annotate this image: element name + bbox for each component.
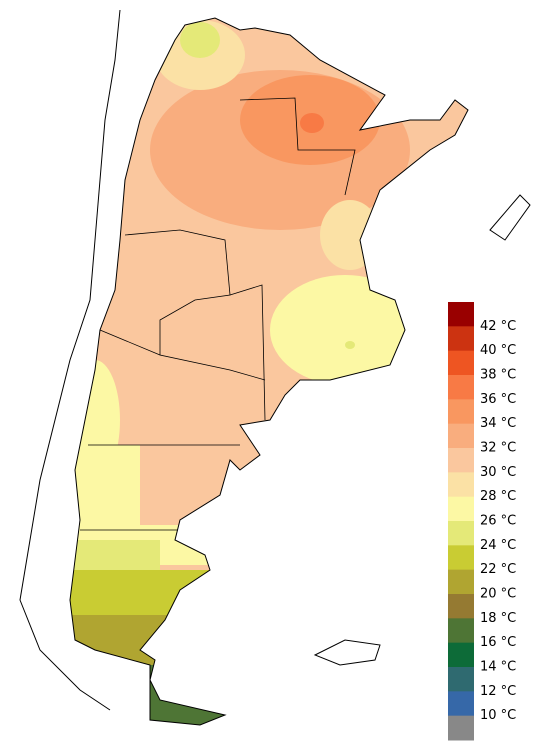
legend-swatch bbox=[448, 472, 474, 498]
legend-label: 36 °C bbox=[480, 392, 516, 407]
islands bbox=[313, 639, 381, 666]
legend-swatch bbox=[448, 618, 474, 644]
legend-swatch bbox=[448, 302, 474, 327]
border bbox=[239, 97, 356, 196]
legend-label: 14 °C bbox=[480, 660, 516, 675]
country-outline bbox=[69, 17, 469, 726]
legend-label: 22 °C bbox=[480, 562, 516, 577]
legend-swatch bbox=[448, 399, 474, 425]
legend-label: 30 °C bbox=[480, 465, 516, 480]
legend-swatch bbox=[448, 642, 474, 668]
chile-border bbox=[19, 9, 121, 711]
legend-label: 38 °C bbox=[480, 368, 516, 383]
province-borders bbox=[80, 97, 356, 531]
zone bbox=[320, 200, 380, 270]
zone bbox=[70, 445, 140, 525]
legend-label: 28 °C bbox=[480, 489, 516, 504]
zone bbox=[300, 113, 324, 133]
zone bbox=[180, 22, 220, 58]
zone bbox=[270, 275, 420, 385]
border bbox=[99, 329, 161, 356]
legend-swatch bbox=[448, 667, 474, 692]
legend-label: 16 °C bbox=[480, 635, 516, 650]
uruguay-coast bbox=[489, 194, 531, 241]
legend-label: 20 °C bbox=[480, 587, 516, 602]
legend-swatch bbox=[448, 594, 474, 619]
legend-label: 42 °C bbox=[480, 319, 516, 334]
legend-label: 34 °C bbox=[480, 416, 516, 431]
legend-swatch bbox=[448, 326, 474, 352]
legend-swatch bbox=[448, 521, 474, 546]
legend-swatch bbox=[448, 375, 474, 400]
legend: 42 °C 40 °C 38 °C 36 °C 34 °C 32 °C 30 °C 28 °C… bbox=[448, 302, 516, 741]
legend-label: 40 °C bbox=[480, 343, 516, 358]
legend-label: 32 °C bbox=[480, 441, 516, 456]
legend-swatch bbox=[448, 350, 474, 376]
legend-label: 24 °C bbox=[480, 538, 516, 553]
border bbox=[229, 284, 266, 421]
legend-swatch bbox=[448, 496, 474, 522]
legend-swatch bbox=[448, 569, 474, 595]
zone bbox=[345, 341, 355, 349]
legend-swatch bbox=[448, 545, 474, 571]
legend-label: 12 °C bbox=[480, 684, 516, 699]
legend-label: 10 °C bbox=[480, 708, 516, 723]
border bbox=[124, 229, 266, 381]
legend-swatch bbox=[448, 423, 474, 449]
legend-swatch bbox=[448, 448, 474, 473]
legend-swatch bbox=[448, 715, 474, 741]
legend-label: 18 °C bbox=[480, 611, 516, 626]
legend-label: 26 °C bbox=[480, 514, 516, 529]
legend-swatch bbox=[448, 691, 474, 717]
